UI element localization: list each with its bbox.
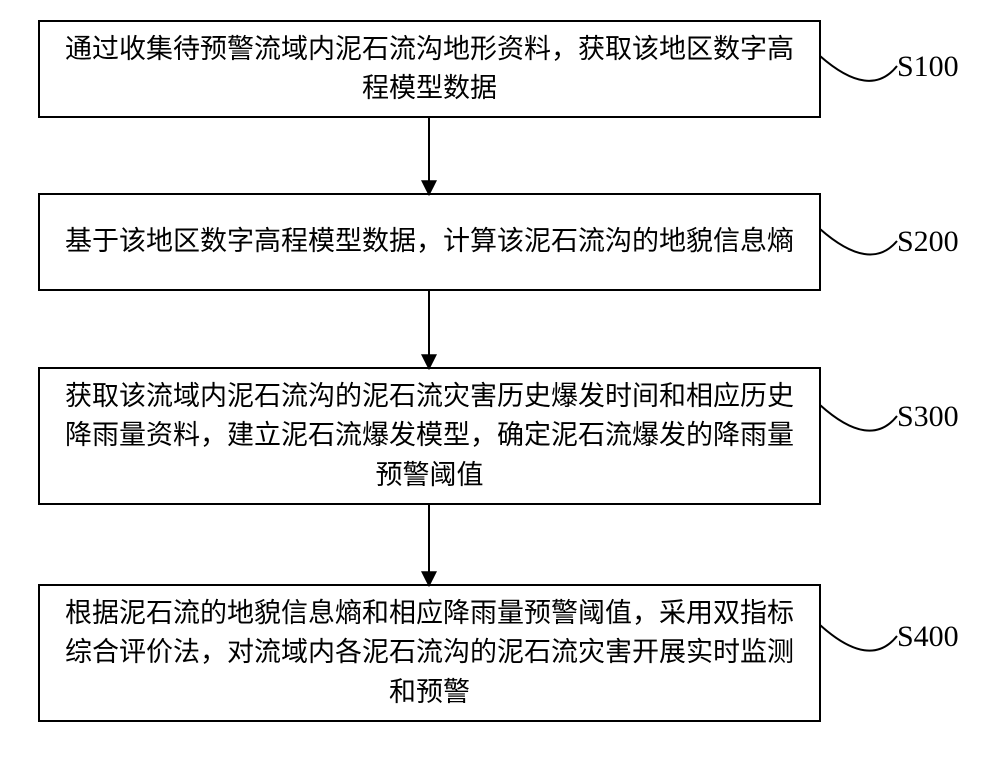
flow-node-s200: 基于该地区数字高程模型数据，计算该泥石流沟的地貌信息熵 [38, 193, 821, 291]
flow-node-s300: 获取该流域内泥石流沟的泥石流灾害历史爆发时间和相应历史降雨量资料，建立泥石流爆发… [38, 367, 821, 505]
flow-label-s300: S300 [897, 400, 959, 434]
flow-node-s100: 通过收集待预警流域内泥石流沟地形资料，获取该地区数字高程模型数据 [38, 20, 821, 118]
flow-node-text: 基于该地区数字高程模型数据，计算该泥石流沟的地貌信息熵 [65, 222, 794, 261]
flow-node-text: 通过收集待预警流域内泥石流沟地形资料，获取该地区数字高程模型数据 [58, 30, 801, 108]
flow-label-s100: S100 [897, 50, 959, 84]
flow-node-text: 获取该流域内泥石流沟的泥石流灾害历史爆发时间和相应历史降雨量资料，建立泥石流爆发… [58, 377, 801, 494]
flow-label-s200: S200 [897, 225, 959, 259]
flow-node-s400: 根据泥石流的地貌信息熵和相应降雨量预警阈值，采用双指标综合评价法，对流域内各泥石… [38, 584, 821, 722]
flow-label-s400: S400 [897, 620, 959, 654]
flowchart-canvas: 通过收集待预警流域内泥石流沟地形资料，获取该地区数字高程模型数据 S100 基于… [0, 0, 1000, 772]
flow-node-text: 根据泥石流的地貌信息熵和相应降雨量预警阈值，采用双指标综合评价法，对流域内各泥石… [58, 594, 801, 711]
